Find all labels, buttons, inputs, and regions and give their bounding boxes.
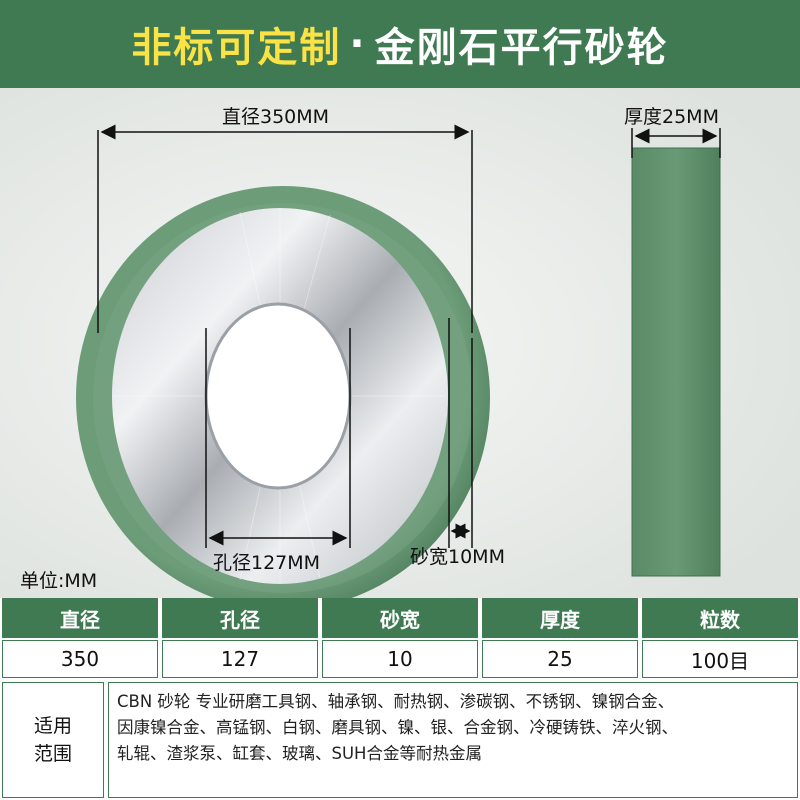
usage-line: 轧辊、渣浆泵、缸套、玻璃、SUH合金等耐热金属 bbox=[117, 744, 482, 763]
spec-value: 100目 bbox=[642, 640, 798, 678]
usage-label-line: 范围 bbox=[33, 743, 72, 765]
usage-label-line: 适用 bbox=[33, 715, 72, 737]
spec-value: 25 bbox=[482, 640, 638, 678]
spec-header: 砂宽 bbox=[322, 598, 478, 638]
thickness-label: 厚度25MM bbox=[624, 106, 719, 128]
dimension-lines bbox=[97, 124, 721, 548]
spec-header: 厚度 bbox=[482, 598, 638, 638]
unit-label: 单位:MM bbox=[20, 570, 98, 592]
spec-value: 10 bbox=[322, 640, 478, 678]
banner-title-highlight: 非标可定制 bbox=[131, 25, 342, 71]
usage-label: 适用 范围 bbox=[2, 682, 104, 798]
width-label: 砂宽10MM bbox=[410, 546, 505, 568]
spec-header: 粒数 bbox=[642, 598, 798, 638]
wheel-side-view bbox=[631, 147, 721, 577]
spec-value: 127 bbox=[162, 640, 318, 678]
diameter-label: 直径350MM bbox=[222, 106, 330, 128]
banner-title-main: 金刚石平行砂轮 bbox=[374, 25, 669, 71]
usage-line: CBN 砂轮 专业研磨工具钢、轴承钢、耐热钢、渗碳钢、不锈钢、镍钢合金、 bbox=[117, 692, 675, 711]
spec-table: 直径 孔径 砂宽 厚度 粒数 350 127 10 25 100目 bbox=[2, 598, 798, 680]
usage-line: 因康镍合金、高锰钢、白钢、磨具钢、镍、银、合金钢、冷硬铸铁、淬火钢、 bbox=[117, 718, 678, 737]
banner-title: 非标可定制 · 金刚石平行砂轮 bbox=[131, 15, 668, 73]
product-photo: 直径350MM 厚度25MM 孔径127MM 砂宽10MM 单位:MM bbox=[0, 88, 800, 610]
banner-separator: · bbox=[349, 21, 367, 67]
spec-header: 孔径 bbox=[162, 598, 318, 638]
hole-label: 孔径127MM bbox=[213, 552, 321, 574]
wheel-face bbox=[76, 186, 490, 610]
grinding-wheel-illustration bbox=[0, 88, 800, 610]
usage-description: CBN 砂轮 专业研磨工具钢、轴承钢、耐热钢、渗碳钢、不锈钢、镍钢合金、 因康镍… bbox=[108, 682, 798, 798]
title-banner: 非标可定制 · 金刚石平行砂轮 bbox=[0, 0, 800, 88]
usage-section: 适用 范围 CBN 砂轮 专业研磨工具钢、轴承钢、耐热钢、渗碳钢、不锈钢、镍钢合… bbox=[2, 682, 798, 798]
spec-header: 直径 bbox=[2, 598, 158, 638]
spec-value: 350 bbox=[2, 640, 158, 678]
